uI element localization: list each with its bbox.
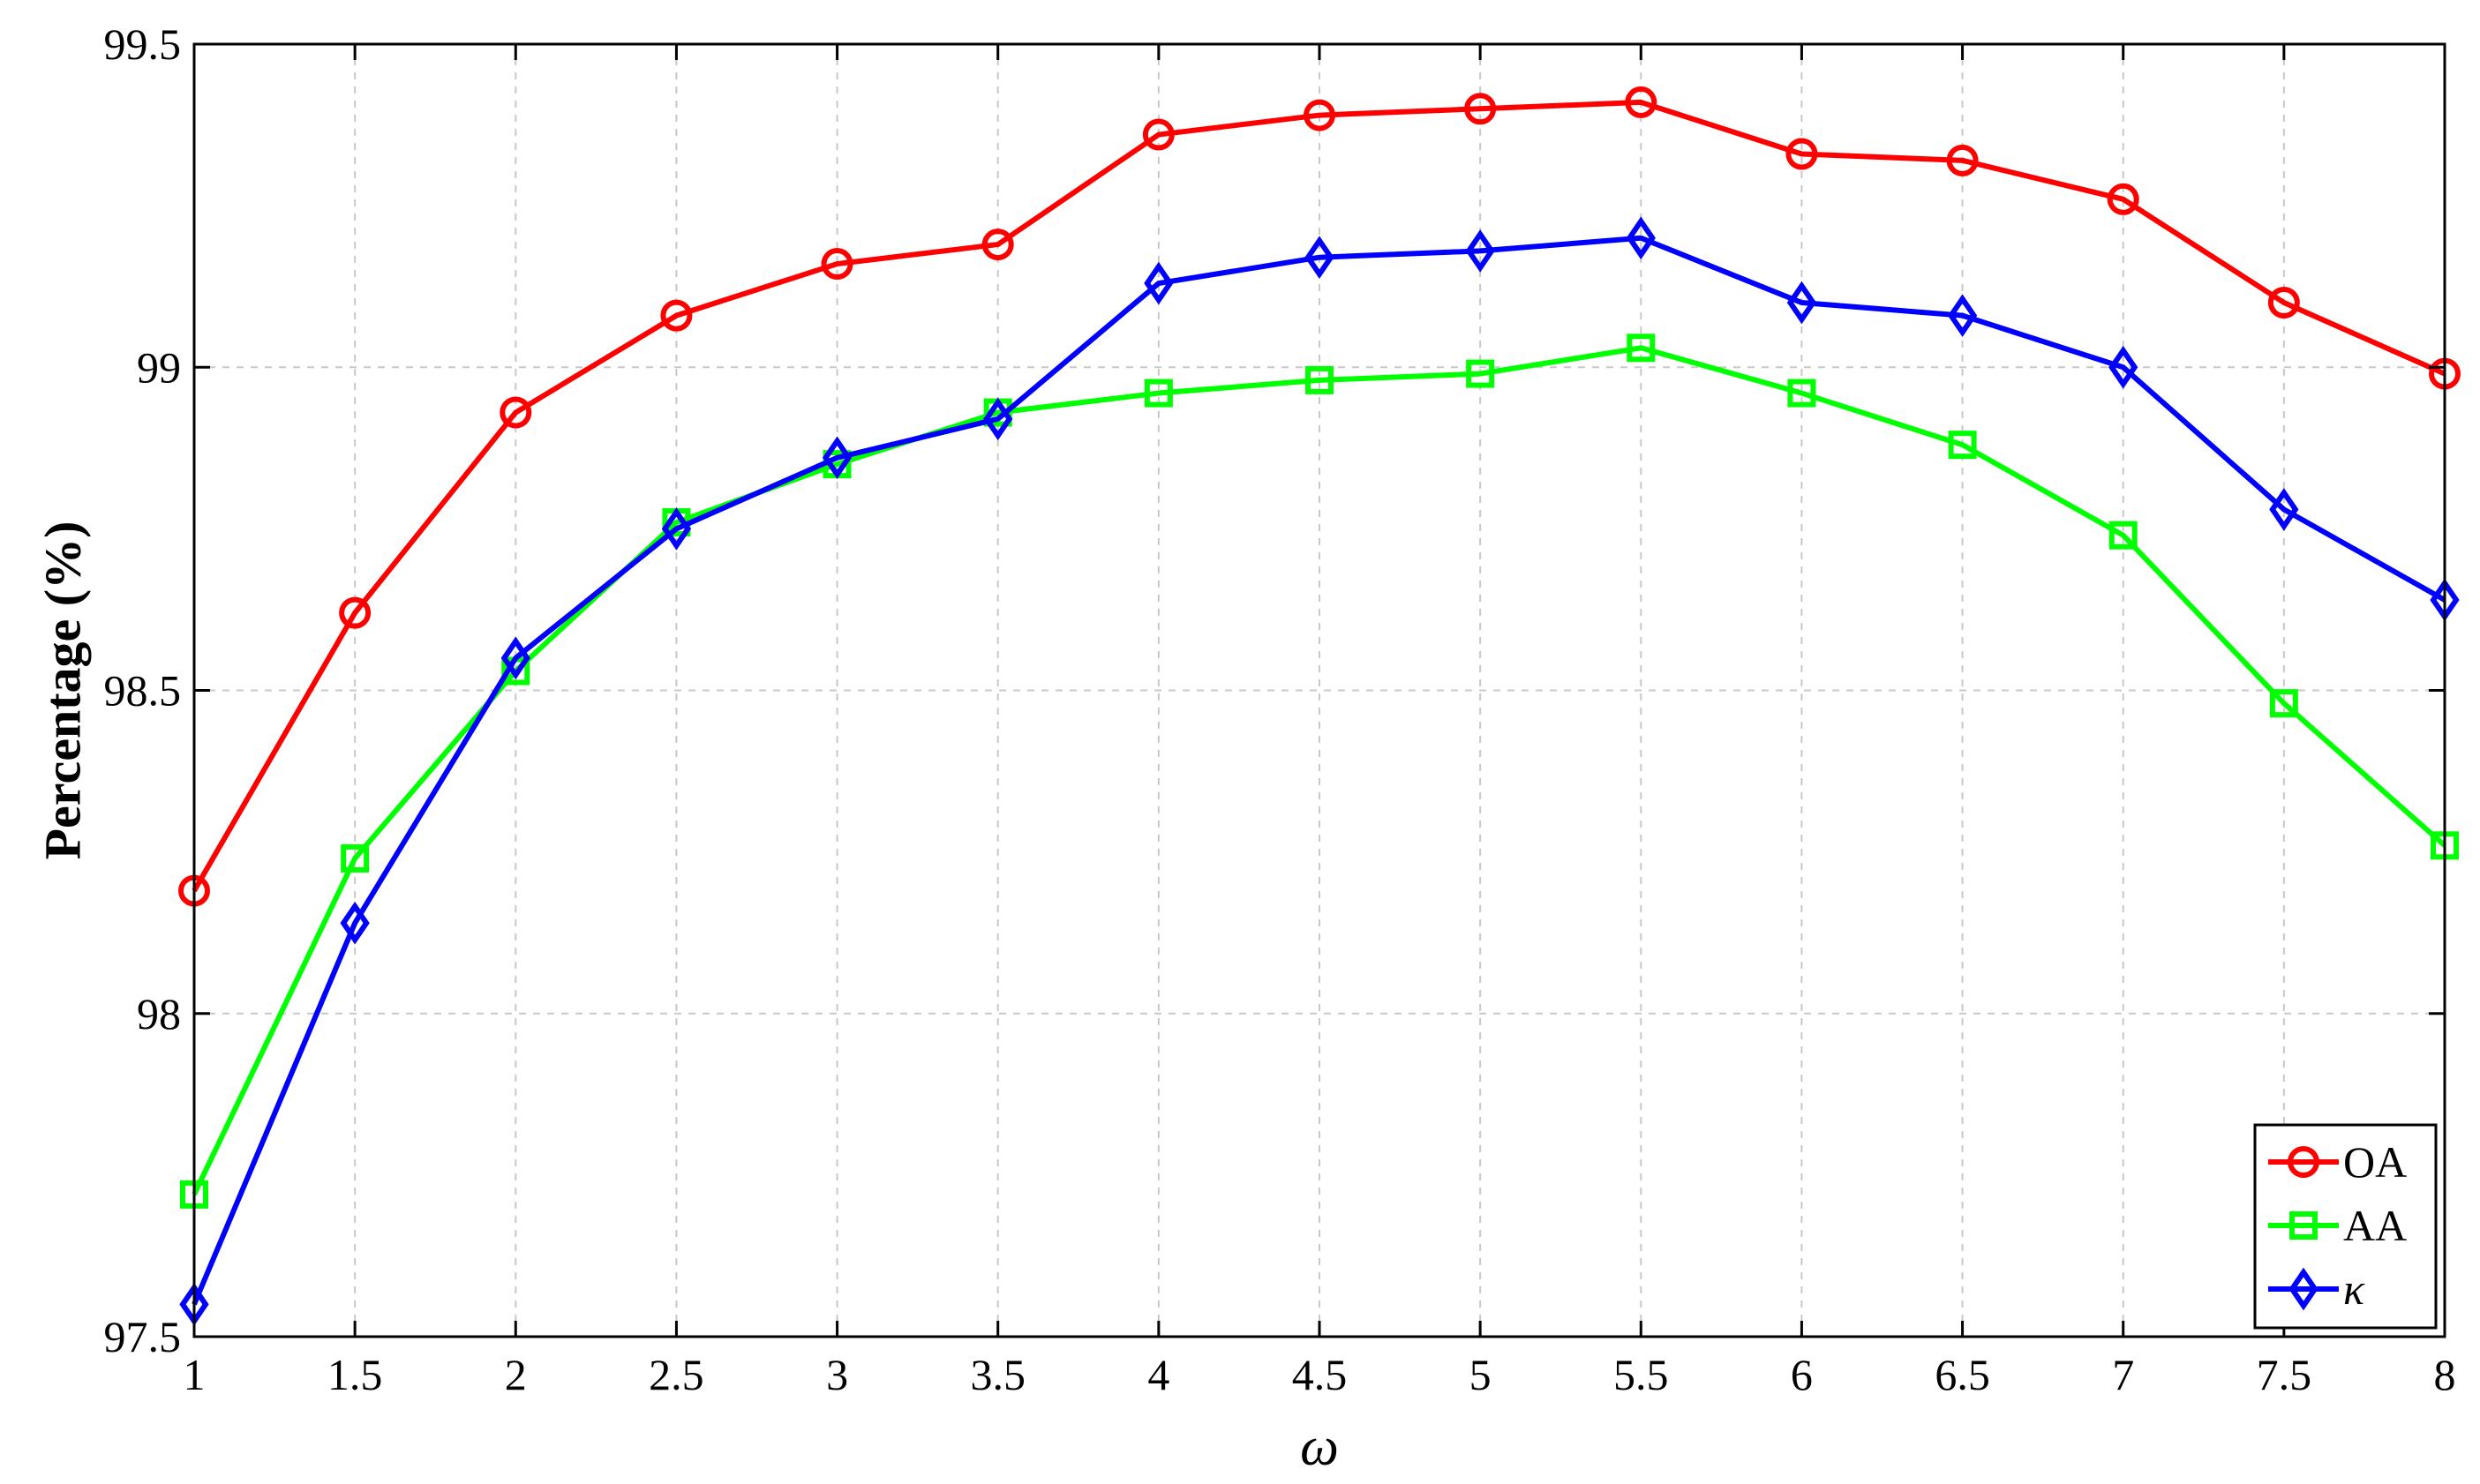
data-point <box>1786 281 1817 325</box>
series-1 <box>178 86 2461 907</box>
legend-item: κ <box>2268 1264 2365 1314</box>
x-tick-label: 7.5 <box>2257 1350 2312 1399</box>
data-point <box>821 248 853 281</box>
data-point <box>2108 521 2138 550</box>
legend-items: OA AA κ <box>2268 1137 2407 1314</box>
data-point <box>822 436 853 480</box>
series-line <box>192 235 2446 1306</box>
data-point <box>1627 334 1656 363</box>
legend-item: AA <box>2268 1201 2407 1250</box>
x-tick-label: 1.5 <box>327 1350 383 1399</box>
data-point <box>2269 488 2299 531</box>
y-tick-label: 99.5 <box>104 19 182 69</box>
x-tick-label: 1 <box>184 1350 206 1399</box>
legend-swatch-marker <box>2288 1267 2318 1311</box>
data-point <box>1144 378 1173 408</box>
data-point <box>1785 138 1818 170</box>
data-point <box>1947 294 1978 337</box>
data-point <box>1304 236 1334 280</box>
data-point <box>1464 93 1497 125</box>
x-tick-label: 8 <box>2434 1350 2456 1399</box>
data-point <box>500 636 530 680</box>
data-point <box>1304 99 1335 131</box>
x-tick-label: 2.5 <box>649 1350 704 1399</box>
legend-label: κ <box>2343 1264 2365 1314</box>
data-point <box>1946 144 1979 176</box>
data-point <box>1142 118 1175 151</box>
data-point <box>2269 689 2298 718</box>
y-tick-label: 97.5 <box>104 1312 182 1361</box>
x-tick-label: 6.5 <box>1935 1350 1990 1399</box>
legend-label: OA <box>2343 1137 2407 1187</box>
data-point <box>500 396 532 429</box>
series-line <box>192 99 2446 893</box>
data-point <box>2107 183 2139 215</box>
data-point <box>1787 378 1816 408</box>
legend-swatch-marker <box>2289 1211 2318 1240</box>
data-point <box>1144 261 1174 305</box>
data-point <box>1465 229 1495 273</box>
data-point <box>1948 431 1977 460</box>
data-point <box>2267 287 2300 319</box>
x-tick-label: 6 <box>1791 1350 1813 1399</box>
x-tick-label: 3 <box>826 1350 848 1399</box>
x-axis-title: ω <box>1300 1417 1339 1477</box>
x-tick-label: 5.5 <box>1613 1350 1669 1399</box>
data-point <box>2108 345 2138 389</box>
y-tick-label: 99 <box>137 342 181 392</box>
series-group <box>178 86 2461 1326</box>
series-line <box>192 345 2446 1196</box>
legend-label: AA <box>2343 1201 2407 1250</box>
legend: OA AA κ <box>2253 1123 2438 1330</box>
y-tick-label: 98 <box>137 989 181 1038</box>
y-tick-label: 98.5 <box>104 666 182 716</box>
x-tick-label: 4.5 <box>1292 1350 1348 1399</box>
x-tick-label: 7 <box>2112 1350 2134 1399</box>
legend-item: OA <box>2268 1137 2407 1187</box>
legend-swatch-marker <box>2288 1146 2319 1178</box>
x-tick-label: 3.5 <box>970 1350 1026 1399</box>
x-tick-label: 2 <box>505 1350 527 1399</box>
data-point <box>1466 359 1495 388</box>
y-axis-title: Percentage (%) <box>34 521 91 860</box>
data-point <box>341 843 370 873</box>
tick-labels: 1 1.5 2 2.5 3 3.5 4 4.5 5 5.5 6 6.5 7 7.5 8 97.5 98 98.5 9… <box>104 19 2456 1399</box>
data-point <box>1305 365 1334 394</box>
data-point <box>340 901 370 945</box>
data-point <box>339 596 372 629</box>
data-point <box>1625 86 1657 118</box>
x-tick-label: 5 <box>1469 1350 1492 1399</box>
x-tick-label: 4 <box>1147 1350 1169 1399</box>
data-point <box>1626 216 1656 260</box>
series-3 <box>179 216 2460 1326</box>
data-point <box>981 229 1014 261</box>
data-point <box>660 299 693 332</box>
data-point <box>983 397 1013 441</box>
data-point <box>661 507 692 551</box>
